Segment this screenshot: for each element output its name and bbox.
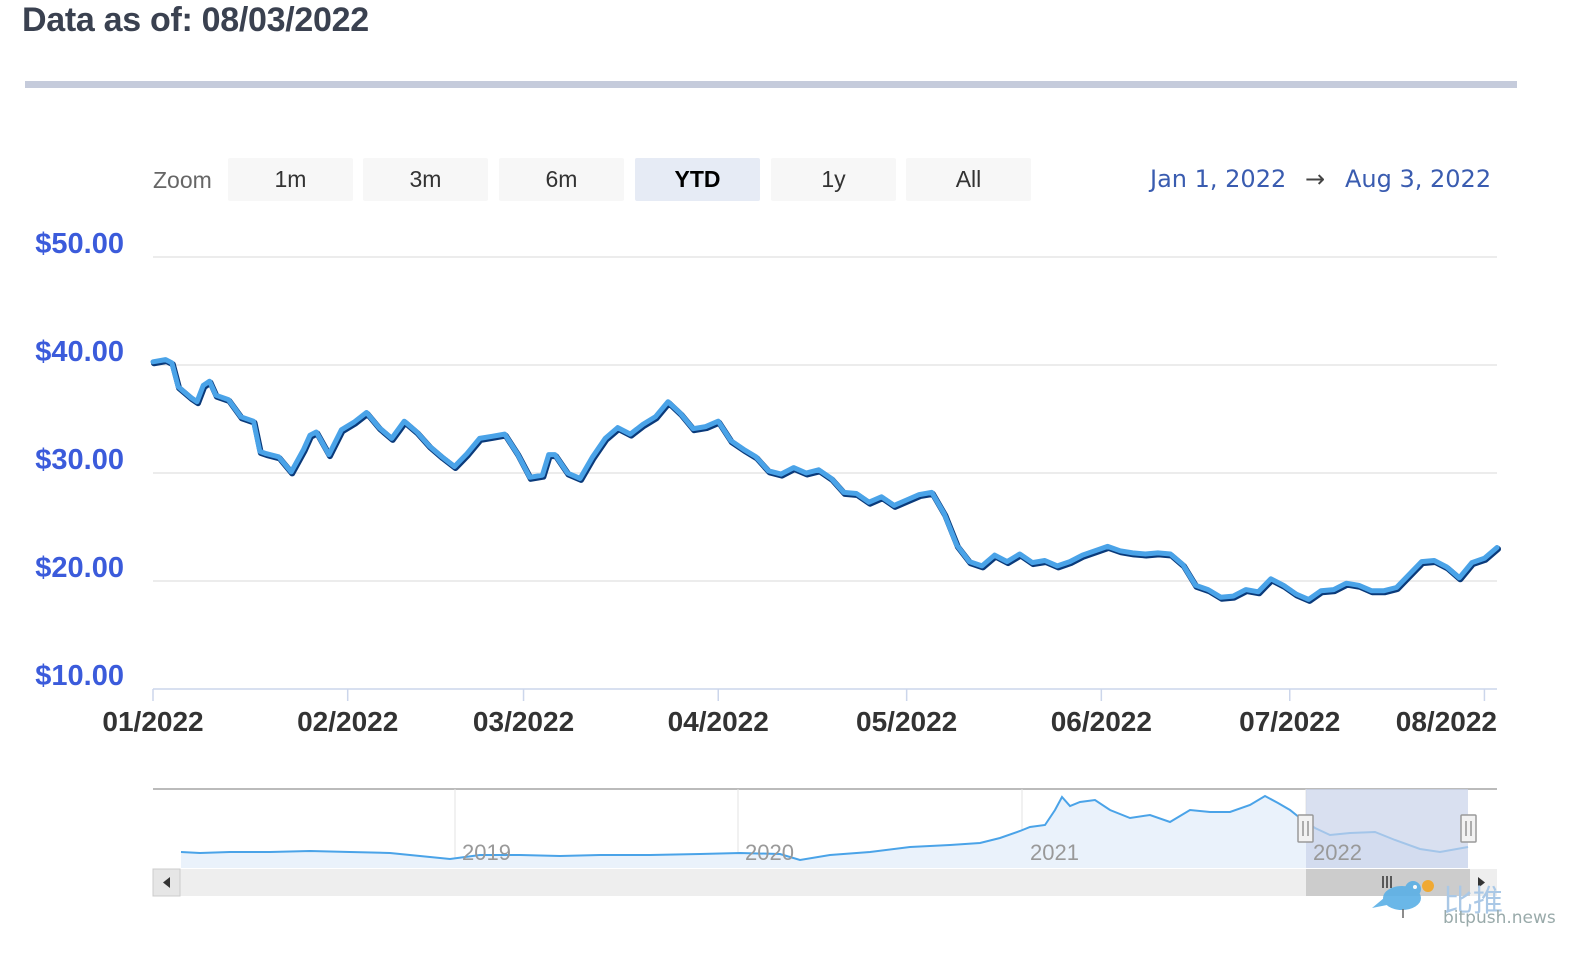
navigator-label-2021: 2021 <box>1030 840 1079 865</box>
navigator-left-handle[interactable] <box>1297 814 1314 843</box>
price-line <box>150 357 1500 602</box>
zoom-3m-button[interactable]: 3m <box>363 158 488 201</box>
zoom-all-button[interactable]: All <box>906 158 1031 201</box>
navigator-label-2019: 2019 <box>462 840 511 865</box>
x-tick-label: 01/2022 <box>102 706 203 737</box>
navigator-label-2022: 2022 <box>1313 840 1362 865</box>
scrollbar-grip-icon <box>1382 876 1392 888</box>
y-tick-label: $40.00 <box>35 336 124 368</box>
page-title: Data as of: 08/03/2022 <box>22 1 369 39</box>
range-from-input[interactable]: Jan 1, 2022 <box>1150 165 1287 193</box>
x-axis: 01/2022 02/2022 03/2022 04/2022 05/2022 06/20… <box>102 689 1497 737</box>
y-tick-label: $20.00 <box>35 552 124 584</box>
navigator-area <box>181 796 1468 868</box>
zoom-label: Zoom <box>153 167 212 193</box>
zoom-1y-button[interactable]: 1y <box>771 158 896 201</box>
x-tick-label: 07/2022 <box>1239 706 1340 737</box>
navigator-scrollbar[interactable] <box>152 868 1497 897</box>
watermark-url: bitpush.news <box>1443 908 1556 928</box>
bitpush-bird-icon <box>1372 880 1434 918</box>
navigator-label-2020: 2020 <box>745 840 794 865</box>
zoom-1m-button[interactable]: 1m <box>228 158 353 201</box>
y-axis: $10.00 $20.00 $30.00 $40.00 $50.00 <box>35 228 124 692</box>
navigator[interactable]: 2019 2020 2021 2022 <box>153 788 1497 868</box>
x-tick-label: 06/2022 <box>1051 706 1152 737</box>
x-tick-label: 03/2022 <box>473 706 574 737</box>
x-tick-label: 08/2022 <box>1396 706 1497 737</box>
scrollbar-track <box>153 869 1497 896</box>
navigator-right-handle[interactable] <box>1460 814 1477 843</box>
navigator-line <box>180 794 1469 862</box>
x-tick-label: 04/2022 <box>668 706 769 737</box>
zoom-ytd-button[interactable]: YTD <box>635 158 760 201</box>
range-to-input[interactable]: Aug 3, 2022 <box>1345 165 1492 193</box>
y-tick-label: $30.00 <box>35 444 124 476</box>
navigator-selected-range <box>1306 789 1468 868</box>
y-tick-label: $50.00 <box>35 228 124 260</box>
scroll-left-arrow-icon <box>163 877 170 888</box>
price-line-shadow <box>151 358 1501 604</box>
x-tick-label: 05/2022 <box>856 706 957 737</box>
scrollbar-left-button <box>152 868 181 897</box>
scroll-right-arrow-icon <box>1478 877 1485 888</box>
zoom-6m-button[interactable]: 6m <box>499 158 624 201</box>
watermark-text: 比推 <box>1443 884 1503 919</box>
y-tick-label: $10.00 <box>35 660 124 692</box>
header-divider <box>25 81 1517 88</box>
x-tick-label: 02/2022 <box>297 706 398 737</box>
range-arrow: → <box>1305 165 1326 193</box>
